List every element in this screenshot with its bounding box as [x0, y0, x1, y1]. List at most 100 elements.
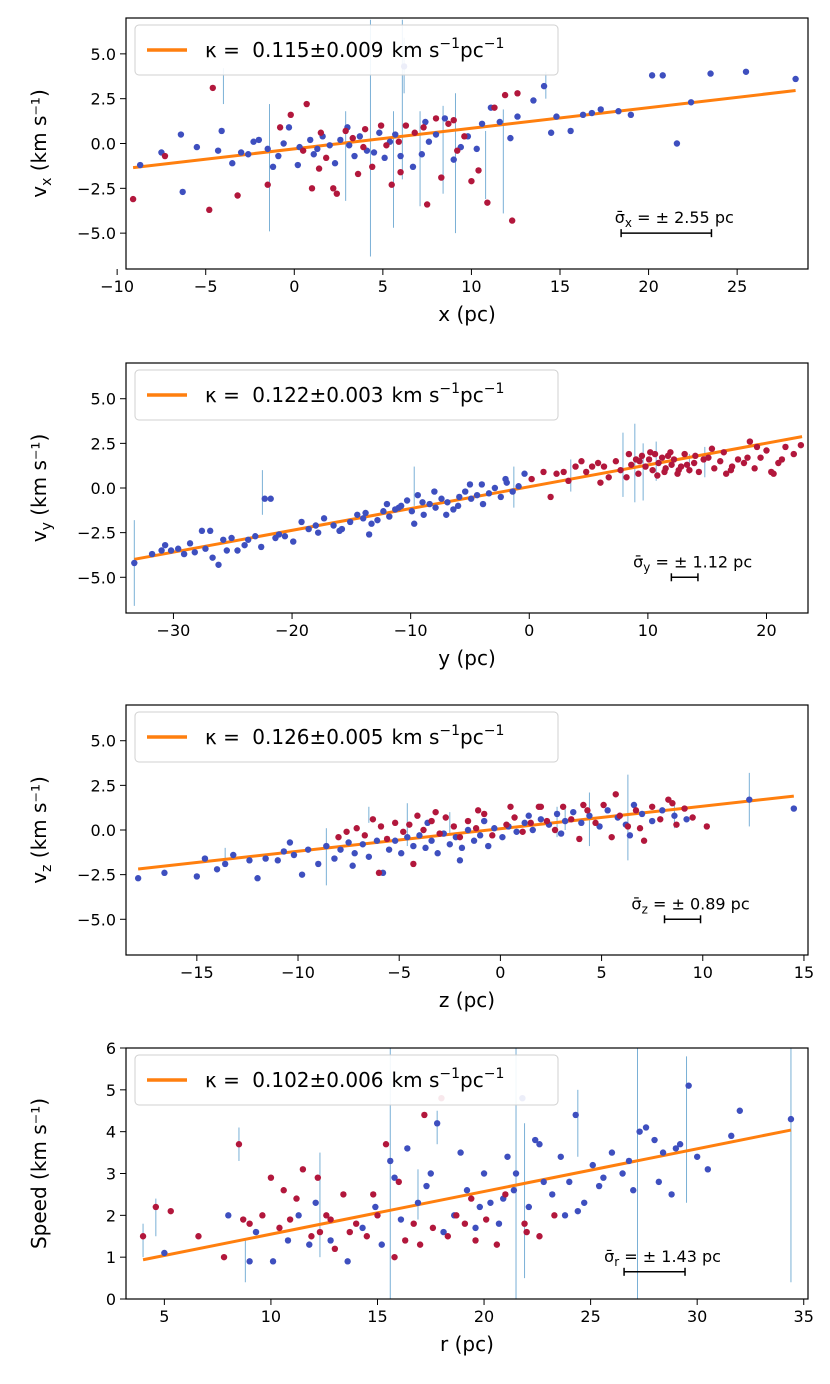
data-point-red [600, 801, 607, 809]
data-point-blue [514, 113, 521, 120]
data-point-blue [269, 1258, 277, 1265]
data-point-red [352, 1220, 360, 1227]
data-point-blue [262, 855, 269, 862]
data-point-red [746, 438, 754, 445]
data-point-blue [581, 1199, 588, 1206]
data-point-red [681, 805, 688, 812]
data-point-red [638, 452, 646, 460]
data-point-blue [462, 488, 469, 495]
data-point-red [669, 800, 676, 807]
data-point-red [636, 825, 644, 832]
data-point-blue [397, 152, 404, 160]
data-point-blue [630, 1187, 637, 1194]
data-point-red [468, 1195, 475, 1202]
data-point-blue [298, 871, 306, 878]
data-point-blue [213, 866, 221, 873]
legend-label: κ = 0.102±0.006 km s−1pc−1 [205, 1066, 504, 1092]
data-point-red [648, 803, 656, 810]
data-point-blue [327, 1237, 334, 1244]
data-point-red [391, 1253, 398, 1261]
data-point-blue [295, 1212, 302, 1219]
data-point-blue [356, 133, 364, 140]
data-point-red [369, 816, 377, 823]
data-point-blue [495, 1220, 503, 1227]
data-point-red [209, 84, 216, 92]
data-point-blue [246, 1258, 253, 1265]
data-point-blue [480, 1170, 488, 1177]
sigma-label: σ̄y = ± 1.12 pc [633, 552, 752, 574]
fit-line [132, 89, 796, 170]
plot-area [134, 772, 798, 886]
data-point-red [537, 803, 545, 810]
data-point-red [642, 463, 649, 470]
data-point-red [553, 470, 560, 477]
data-point-red [453, 1212, 460, 1219]
data-point-red [753, 443, 761, 451]
data-point-red [342, 127, 349, 135]
data-point-red [315, 165, 323, 172]
kappa-symbol: κ = [205, 38, 246, 62]
data-point-red [259, 1212, 266, 1219]
data-point-blue [530, 97, 537, 104]
data-point-red [264, 181, 271, 188]
data-point-red [727, 466, 735, 474]
data-point-red [519, 828, 526, 835]
y-axis-label: Speed (km s⁻¹) [27, 1098, 51, 1249]
data-point-blue [372, 1203, 379, 1211]
data-point-red [668, 461, 675, 468]
data-point-blue [261, 495, 268, 502]
data-point-blue [414, 1199, 422, 1206]
data-point-red [695, 468, 703, 476]
legend-label: κ = 0.122±0.003 km s−1pc−1 [205, 381, 504, 407]
data-point-red [624, 823, 632, 830]
data-point-red [361, 125, 369, 133]
kappa-unit: km s [392, 725, 440, 749]
series-red [129, 84, 521, 224]
data-point-red [734, 456, 742, 463]
data-point-red [502, 1191, 509, 1198]
y-label-subscript: x [39, 178, 55, 186]
legend-box [134, 1054, 559, 1106]
data-point-red [445, 120, 452, 127]
data-point-blue [419, 499, 426, 506]
data-point-blue [567, 127, 574, 135]
data-point-blue [422, 118, 429, 126]
data-point-red [240, 1216, 247, 1223]
data-point-blue [578, 819, 585, 827]
data-point-red [536, 1233, 543, 1240]
data-point-red [429, 1224, 437, 1232]
data-point-blue [659, 72, 666, 79]
data-point-red [565, 477, 572, 485]
y-tick-label: 0.0 [91, 821, 116, 840]
data-point-red [461, 1220, 469, 1227]
data-point-blue [685, 1082, 692, 1089]
data-point-blue [672, 1145, 680, 1152]
data-point-blue [391, 1174, 398, 1181]
x-tick-label: 20 [474, 1307, 494, 1326]
data-point-red [523, 1228, 530, 1236]
data-point-red [720, 449, 727, 456]
data-point-red [751, 465, 758, 472]
x-tick-label: 25 [580, 1307, 600, 1326]
y-tick-label: 0.0 [91, 135, 116, 154]
data-point-blue [378, 1241, 385, 1248]
data-point-red [220, 1253, 228, 1261]
data-point-blue [746, 796, 753, 803]
data-point-red [436, 830, 443, 837]
y-tick-label: 4 [106, 1123, 116, 1142]
data-point-red [414, 812, 421, 819]
y-label-main: v [27, 530, 51, 542]
data-point-blue [365, 853, 373, 860]
sigma-subscript: z [642, 902, 648, 916]
data-point-blue [241, 541, 248, 549]
data-point-red [708, 445, 716, 452]
y-tick-label: −5.0 [77, 224, 116, 243]
data-point-blue [427, 1170, 434, 1177]
data-point-blue [207, 527, 214, 535]
data-point-blue [245, 151, 252, 158]
y-tick-label: 0.0 [91, 479, 116, 498]
y-tick-label: −2.5 [77, 179, 116, 198]
x-tick-label: −10 [281, 963, 315, 982]
data-point-blue [510, 1187, 518, 1194]
data-point-blue [362, 509, 369, 517]
